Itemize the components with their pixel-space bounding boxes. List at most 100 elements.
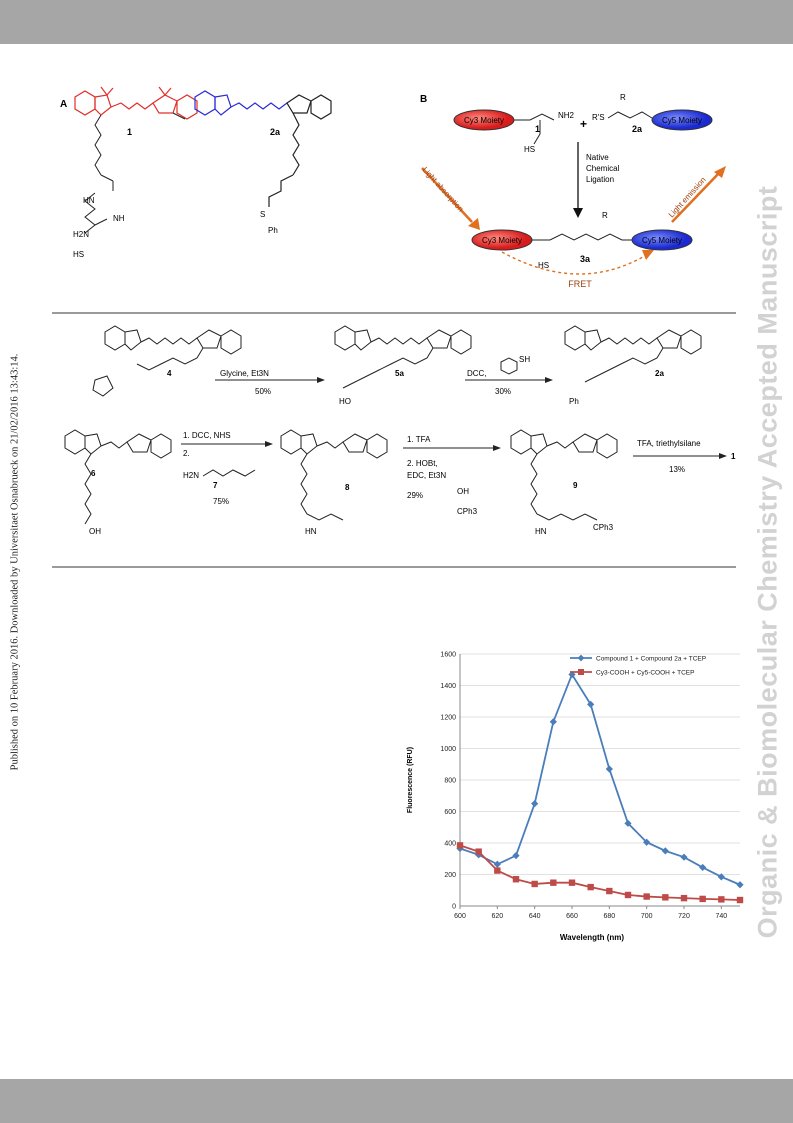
step3-yield: 75% bbox=[213, 497, 229, 506]
compound-6-structure bbox=[64, 429, 172, 525]
legend-marker bbox=[577, 654, 585, 662]
panel-b-label: B bbox=[420, 94, 427, 105]
cy5-moiety-bottom bbox=[631, 229, 693, 251]
x-tick-label: 640 bbox=[529, 913, 541, 920]
data-point bbox=[568, 879, 576, 886]
hn-label: HN bbox=[83, 196, 95, 205]
data-point bbox=[456, 842, 464, 849]
cy5-moiety-bottom-label: Cy5 Moiety bbox=[642, 236, 682, 245]
data-point bbox=[718, 896, 725, 903]
data-point bbox=[494, 867, 501, 874]
x-tick-label: 660 bbox=[566, 913, 578, 920]
publication-note-text: Published on 10 February 2016. Downloade… bbox=[9, 353, 21, 770]
sh-label: SH bbox=[519, 355, 530, 364]
cpd4-label: 4 bbox=[167, 369, 172, 378]
cy3-linker-structure bbox=[84, 112, 186, 234]
cph3-reagent-label: CPh3 bbox=[457, 507, 478, 516]
step4-reagent-1: 1. TFA bbox=[407, 435, 431, 444]
legend-entry: Compound 1 + Compound 2a + TCEP bbox=[596, 656, 706, 663]
data-point bbox=[605, 765, 613, 773]
oh-reagent-label: OH bbox=[457, 487, 469, 496]
x-tick-labels: 600 620 640 660 680 700 720 740 bbox=[454, 913, 727, 920]
data-point bbox=[736, 896, 744, 904]
step5-yield: 13% bbox=[669, 465, 685, 474]
data-point bbox=[680, 853, 688, 861]
ph-label: Ph bbox=[268, 226, 278, 235]
final-cpd1-label: 1 bbox=[731, 452, 736, 461]
compound-5a-structure bbox=[334, 325, 472, 389]
hs-top-label: HS bbox=[524, 145, 535, 154]
compound-2a-b-label: 2a bbox=[632, 124, 643, 134]
thiophenol-ring bbox=[500, 357, 518, 375]
publication-note: Published on 10 February 2016. Downloade… bbox=[0, 0, 30, 1123]
data-point bbox=[699, 863, 707, 872]
data-point bbox=[624, 891, 632, 899]
x-tick-label: 680 bbox=[603, 913, 615, 920]
fret-arrow bbox=[501, 251, 649, 275]
y-tick-label: 800 bbox=[444, 778, 456, 785]
x-tick-label: 620 bbox=[491, 913, 503, 920]
native-text-3: Ligation bbox=[586, 175, 614, 184]
product-linker bbox=[532, 233, 632, 241]
data-point bbox=[606, 887, 613, 895]
legend-marker bbox=[578, 669, 584, 675]
emission-arrow bbox=[671, 171, 721, 223]
data-point bbox=[531, 800, 539, 808]
y-tick-label: 200 bbox=[444, 872, 456, 879]
chart-series bbox=[456, 670, 744, 904]
compound-3a-label: 3a bbox=[580, 254, 591, 264]
header-band bbox=[0, 0, 793, 44]
data-point bbox=[512, 876, 520, 883]
step4-yield: 29% bbox=[407, 491, 423, 500]
data-point bbox=[587, 883, 594, 891]
y-axis-label: Fluorescence (RFU) bbox=[407, 747, 414, 813]
cy3-dye-structure bbox=[74, 86, 198, 120]
step5-reagent: TFA, triethylsilane bbox=[637, 439, 701, 448]
r-bottom-label: R bbox=[602, 211, 608, 220]
y-tick-label: 600 bbox=[444, 809, 456, 816]
compound-2a-product-structure bbox=[564, 325, 702, 383]
data-point bbox=[661, 847, 669, 855]
data-point bbox=[512, 852, 520, 860]
series-2 bbox=[456, 842, 744, 904]
boc-diamine bbox=[202, 469, 256, 477]
ph-label: Ph bbox=[569, 397, 579, 406]
y-tick-labels: 0 200 400 600 800 1000 1200 1400 1600 bbox=[440, 652, 456, 911]
cpd7-label: 7 bbox=[213, 481, 218, 490]
y-tick-label: 1000 bbox=[440, 746, 456, 753]
step3-reagent-2: 2. bbox=[183, 449, 190, 458]
step2-reagent: DCC, bbox=[467, 369, 487, 378]
data-point bbox=[475, 848, 482, 855]
data-point bbox=[699, 895, 706, 903]
cpd2a-label: 2a bbox=[655, 369, 664, 378]
r-label: R bbox=[620, 93, 626, 102]
legend-entry: Cy3-COOH + Cy5-COOH + TCEP bbox=[596, 670, 694, 677]
native-text-1: Native bbox=[586, 153, 609, 162]
absorption-arrow bbox=[421, 167, 473, 223]
divider-top bbox=[52, 312, 736, 314]
step4-reagent-2: 2. HOBt, bbox=[407, 459, 438, 468]
compound-9-structure bbox=[510, 429, 618, 521]
data-point bbox=[736, 881, 744, 889]
chart-legend: Compound 1 + Compound 2a + TCEP Cy3-COOH … bbox=[570, 654, 706, 677]
compound-8-structure bbox=[280, 429, 388, 521]
footer-band bbox=[0, 1079, 793, 1123]
step2-yield: 30% bbox=[495, 387, 511, 396]
hs-bottom-label: HS bbox=[538, 261, 549, 270]
hn-label-9: HN bbox=[535, 527, 547, 536]
ho-label: HO bbox=[339, 397, 351, 406]
synthesis-scheme: 4 Glycine, Et3N 50% 5a HO DCC, SH 30% 2a… bbox=[64, 325, 736, 536]
step1-yield: 50% bbox=[255, 387, 271, 396]
light-absorption-label: Light absorption bbox=[421, 165, 466, 213]
y-tick-label: 400 bbox=[444, 841, 456, 848]
x-tick-label: 740 bbox=[715, 913, 727, 920]
native-text-2: Chemical bbox=[586, 164, 620, 173]
y-tick-label: 0 bbox=[452, 904, 456, 911]
light-emission-label: Light emission bbox=[667, 175, 708, 219]
data-point bbox=[531, 880, 538, 888]
nh-label: NH bbox=[113, 214, 125, 223]
data-point bbox=[643, 893, 650, 900]
watermark-text: Organic & Biomolecular Chemistry Accepte… bbox=[752, 185, 782, 938]
fret-label: FRET bbox=[568, 279, 592, 289]
h2n-label: H2N bbox=[73, 230, 89, 239]
